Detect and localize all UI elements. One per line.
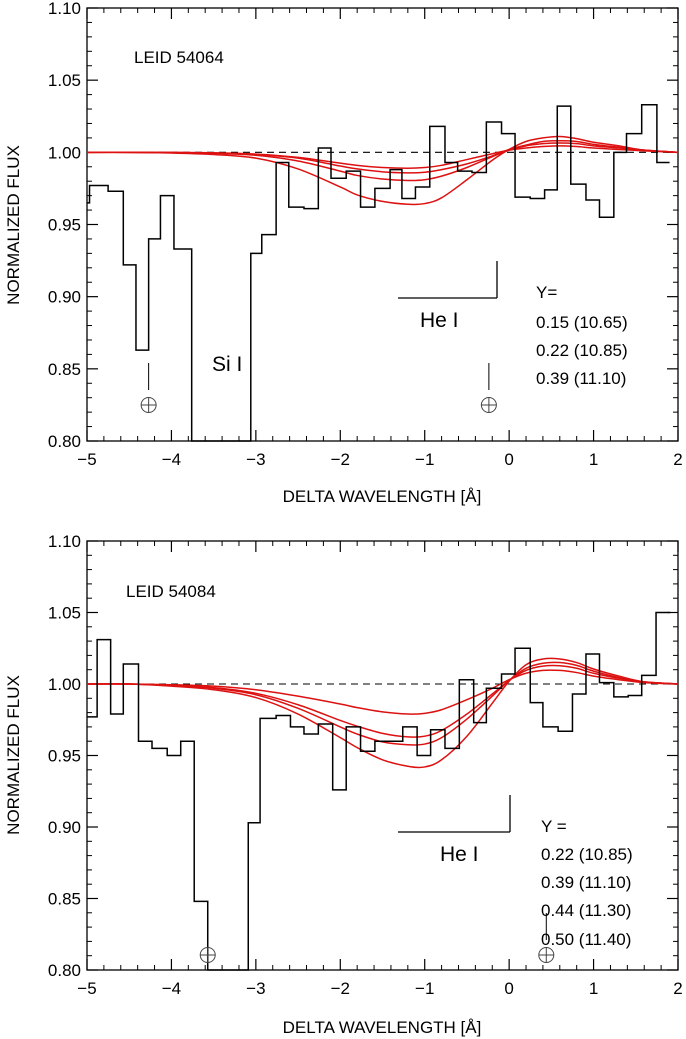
legend-entry: 0.39 (11.10) — [536, 369, 626, 388]
x-tick-label: 0 — [504, 979, 513, 998]
y-tick-label: 1.00 — [48, 675, 81, 694]
x-tick-label: 2 — [673, 450, 682, 469]
y-axis-title: NORMALIZED FLUX — [4, 145, 23, 305]
annotations: LEID 54064 He I Si I Y= 0.15 (10.65) 0.2… — [4, 48, 628, 506]
y-tick-label: 0.80 — [48, 432, 81, 451]
model-curves — [87, 658, 678, 767]
model-curve — [87, 143, 678, 181]
figure: −5 −4 −3 −2 −1 0 1 2 0.80 0.85 0.90 0.95 1.00 1.05 1.1… — [0, 0, 686, 1039]
he-line-label: He I — [440, 843, 479, 866]
legend-entry: 0.50 (11.40) — [541, 930, 631, 949]
he-line-label: He I — [420, 309, 459, 332]
y-tick-label: 1.05 — [48, 604, 81, 623]
telluric-earth-icon — [481, 398, 496, 413]
model-curve — [87, 136, 678, 204]
y-axis-title: NORMALIZED FLUX — [4, 675, 23, 835]
y-tick-label: 0.85 — [48, 890, 81, 909]
model-curve — [87, 665, 678, 737]
he-line-marker — [398, 795, 510, 832]
model-curve — [87, 146, 678, 168]
legend-entry: 0.39 (11.10) — [541, 873, 631, 892]
y-tick-label: 0.90 — [48, 818, 81, 837]
y-tick-label: 1.10 — [48, 532, 81, 551]
x-tick-label: −4 — [162, 979, 181, 998]
x-tick-label: −2 — [331, 979, 350, 998]
x-axis-title: DELTA WAVELENGTH [Å] — [283, 1018, 482, 1037]
y-tick-label: 1.05 — [48, 71, 81, 90]
y-tick-label: 0.95 — [48, 747, 81, 766]
x-tick-label: −5 — [77, 450, 96, 469]
telluric-markers — [200, 913, 554, 963]
model-curves — [87, 136, 678, 204]
x-tick-label: −3 — [246, 979, 265, 998]
observed-histogram — [87, 105, 670, 441]
x-tick-label: 1 — [589, 979, 598, 998]
x-tick-label: −3 — [246, 450, 265, 469]
y-tick-label: 0.80 — [48, 961, 81, 980]
y-tick-label: 0.95 — [48, 216, 81, 235]
telluric-earth-icon — [141, 398, 156, 413]
x-tick-label: 1 — [589, 450, 598, 469]
x-tick-label: −1 — [415, 979, 434, 998]
panel-top: −5 −4 −3 −2 −1 0 1 2 0.80 0.85 0.90 0.95 1.00 1.05 1.1… — [4, 0, 683, 506]
telluric-earth-icon — [539, 948, 554, 963]
observed-spectrum — [87, 105, 670, 441]
y-tick-label: 0.85 — [48, 360, 81, 379]
y-tick-label: 1.00 — [48, 143, 81, 162]
model-curve — [87, 670, 678, 714]
telluric-markers — [141, 363, 496, 413]
he-line-marker — [398, 261, 497, 298]
axis-ticks: −5 −4 −3 −2 −1 0 1 2 0.80 0.85 0.90 0.95 1.00 1.05 1.1… — [48, 532, 683, 998]
legend-entry: 0.22 (10.85) — [536, 341, 628, 360]
y-tick-label: 1.10 — [48, 0, 81, 18]
y-tick-label: 0.90 — [48, 288, 81, 307]
telluric-earth-icon — [200, 948, 215, 963]
x-tick-label: −4 — [162, 450, 181, 469]
x-tick-label: 2 — [673, 979, 682, 998]
panel-bottom: −5 −4 −3 −2 −1 0 1 2 0.80 0.85 0.90 0.95 1.00 1.05 1.1… — [4, 532, 683, 1037]
annotations: LEID 54084 He I Y = 0.22 (10.85) 0.39 (1… — [4, 582, 633, 1037]
x-axis-title: DELTA WAVELENGTH [Å] — [283, 487, 482, 506]
star-label: LEID 54064 — [134, 48, 224, 67]
axis-ticks: −5 −4 −3 −2 −1 0 1 2 0.80 0.85 0.90 0.95 1.00 1.05 1.1… — [48, 0, 683, 469]
x-tick-label: −1 — [415, 450, 434, 469]
si-line-label: Si I — [212, 353, 242, 376]
x-tick-label: −5 — [77, 979, 96, 998]
x-tick-label: −2 — [331, 450, 350, 469]
legend-entry: 0.44 (11.30) — [541, 901, 631, 920]
legend-entry: 0.22 (10.85) — [541, 845, 633, 864]
legend-header: Y= — [536, 283, 557, 302]
x-tick-label: 0 — [504, 450, 513, 469]
legend-entry: 0.15 (10.65) — [536, 313, 628, 332]
legend-header: Y = — [541, 817, 567, 836]
star-label: LEID 54084 — [126, 582, 216, 601]
